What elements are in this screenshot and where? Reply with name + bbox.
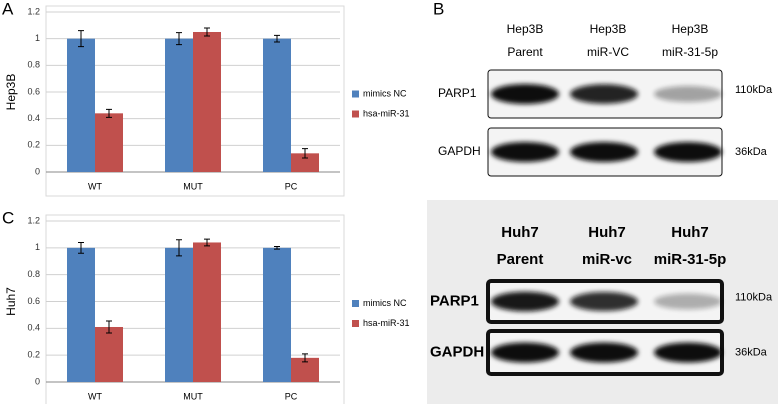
y-tick-label: 0.4 — [27, 113, 40, 123]
lane-label: Hep3B — [672, 22, 709, 36]
y-tick-label: 0.8 — [27, 269, 40, 279]
y-tick-label: 0.2 — [27, 140, 40, 150]
legend-label: hsa-miR-31 — [363, 318, 410, 328]
panel-letter: A — [2, 0, 14, 18]
protein-label: GAPDH — [430, 343, 484, 360]
error-bar — [176, 239, 182, 257]
error-bar — [176, 32, 182, 46]
lane-label: Huh7 — [501, 224, 539, 241]
x-tick-label: PC — [285, 391, 298, 401]
y-tick-label: 0.8 — [27, 60, 40, 70]
y-tick-label: 0.6 — [27, 86, 40, 96]
error-bar — [106, 320, 112, 334]
error-bar — [302, 148, 308, 159]
y-tick-label: 1.2 — [27, 215, 40, 225]
band — [491, 142, 559, 162]
band — [491, 84, 559, 104]
plot-frame — [45, 214, 345, 404]
error-bar — [274, 245, 280, 250]
lane-label: miR-31-5p — [662, 45, 718, 59]
lane-label: Huh7 — [671, 224, 709, 241]
error-bar — [302, 353, 308, 363]
panel-letter: B — [433, 0, 444, 18]
legend-label: mimics NC — [363, 88, 407, 98]
protein-label: GAPDH — [438, 144, 481, 158]
band — [654, 85, 722, 103]
legend-swatch — [352, 320, 359, 327]
bar — [291, 153, 319, 172]
y-axis-label: Hep3B — [4, 74, 18, 111]
y-tick-label: 0.4 — [27, 323, 40, 333]
size-label: 110kDa — [735, 291, 773, 303]
bar — [67, 247, 95, 382]
error-bar — [78, 241, 84, 254]
y-tick-label: 1 — [35, 33, 40, 43]
protein-label: PARP1 — [438, 86, 477, 100]
lane-label: miR-vc — [582, 251, 632, 268]
band — [570, 142, 638, 162]
band — [570, 291, 638, 312]
legend-label: hsa-miR-31 — [363, 108, 410, 118]
lane-label: Parent — [497, 251, 544, 268]
bar — [95, 113, 123, 172]
x-tick-label: MUT — [183, 391, 203, 401]
bar — [193, 242, 221, 382]
bar — [67, 38, 95, 172]
lane-label: miR-31-5p — [654, 251, 727, 268]
bar — [165, 38, 193, 172]
protein-label: PARP1 — [430, 292, 479, 309]
legend-swatch — [352, 300, 359, 307]
bar — [263, 247, 291, 382]
error-bar — [274, 34, 280, 43]
band — [570, 342, 638, 363]
x-tick-label: MUT — [183, 181, 203, 191]
y-tick-label: 0.2 — [27, 350, 40, 360]
bar — [193, 32, 221, 172]
band — [654, 293, 722, 310]
band — [491, 342, 559, 363]
legend-label: mimics NC — [363, 298, 407, 308]
legend-swatch — [352, 110, 359, 118]
band — [570, 84, 638, 104]
lane-label: Parent — [507, 45, 543, 59]
band — [654, 142, 722, 162]
error-bar — [204, 27, 210, 37]
plot-frame — [45, 5, 345, 197]
y-tick-label: 0 — [35, 166, 40, 176]
size-label: 110kDa — [735, 84, 773, 96]
band — [491, 291, 559, 312]
legend-swatch — [352, 90, 359, 98]
x-tick-label: WT — [88, 391, 102, 401]
lane-label: Hep3B — [507, 22, 544, 36]
y-tick-label: 1.2 — [27, 6, 40, 16]
bar — [263, 38, 291, 172]
y-tick-label: 0 — [35, 376, 40, 386]
size-label: 36kDa — [735, 146, 768, 158]
error-bar — [78, 30, 84, 48]
bar — [95, 326, 123, 382]
y-tick-label: 1 — [35, 242, 40, 252]
lane-label: miR-VC — [587, 45, 629, 59]
band — [654, 342, 722, 363]
error-bar — [106, 108, 112, 118]
y-axis-label: Huh7 — [4, 287, 18, 316]
error-bar — [204, 238, 210, 247]
lane-label: Huh7 — [588, 224, 626, 241]
size-label: 36kDa — [735, 346, 768, 358]
panel-letter: C — [2, 208, 14, 227]
y-tick-label: 0.6 — [27, 296, 40, 306]
lane-label: Hep3B — [590, 22, 627, 36]
x-tick-label: WT — [88, 181, 102, 191]
bar — [165, 247, 193, 382]
x-tick-label: PC — [285, 181, 298, 191]
